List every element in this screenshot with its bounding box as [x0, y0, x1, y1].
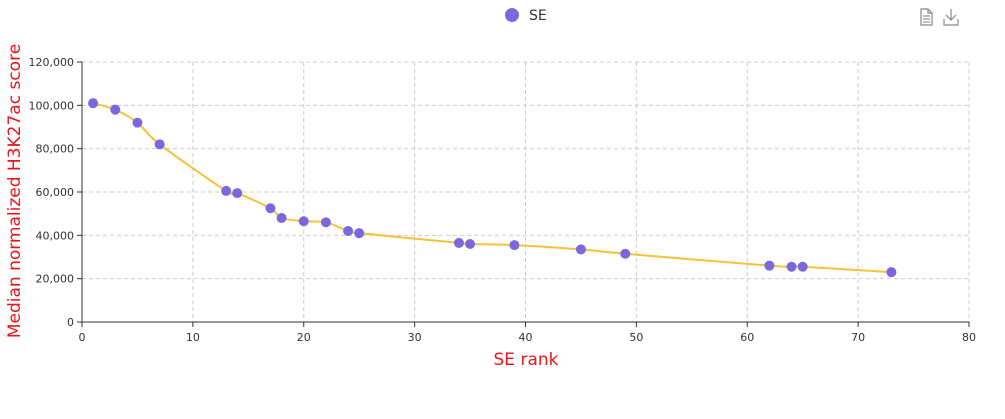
data-point[interactable]: [509, 240, 520, 251]
download-icon[interactable]: [943, 9, 959, 26]
data-point[interactable]: [110, 104, 121, 115]
x-tick-label: 70: [851, 331, 865, 344]
x-tick-label: 10: [186, 331, 200, 344]
data-point[interactable]: [154, 139, 165, 150]
x-tick-label: 60: [740, 331, 754, 344]
fit-line-path: [92, 102, 892, 274]
data-point[interactable]: [465, 239, 476, 249]
data-point[interactable]: [786, 261, 797, 272]
data-point[interactable]: [620, 248, 631, 259]
y-tick-label: 100,000: [29, 99, 75, 112]
data-points: [88, 98, 897, 278]
x-tick-labels: 0 10 20 30 40 50 60 70 80: [79, 331, 977, 344]
data-point[interactable]: [132, 117, 143, 128]
legend-marker[interactable]: [505, 8, 519, 22]
data-point[interactable]: [265, 203, 276, 214]
legend[interactable]: SE: [505, 8, 547, 24]
data-point[interactable]: [575, 244, 586, 255]
data-point[interactable]: [764, 260, 775, 271]
data-point[interactable]: [88, 98, 99, 109]
x-tick-label: 20: [297, 331, 311, 344]
data-point[interactable]: [453, 237, 464, 248]
x-tick-label: 30: [408, 331, 422, 344]
data-point[interactable]: [797, 261, 808, 272]
y-tick-label: 40,000: [36, 229, 75, 242]
data-point[interactable]: [886, 267, 897, 278]
document-icon[interactable]: [920, 8, 933, 26]
y-tick-label: 0: [67, 316, 74, 329]
y-tick-label: 20,000: [36, 273, 75, 286]
y-axis-title: Median normalized H3K27ac score: [5, 44, 25, 338]
data-point[interactable]: [298, 216, 309, 227]
x-tick-label: 0: [79, 331, 86, 344]
data-point[interactable]: [276, 213, 287, 223]
fit-line: [92, 102, 892, 274]
data-point[interactable]: [221, 185, 232, 196]
y-tick-label: 80,000: [36, 143, 75, 156]
legend-label[interactable]: SE: [529, 8, 547, 24]
x-tick-label: 50: [629, 331, 643, 344]
y-tick-label: 120,000: [29, 56, 75, 69]
grid: [82, 61, 970, 322]
data-point[interactable]: [354, 228, 365, 239]
data-point[interactable]: [320, 217, 331, 228]
axes: [77, 61, 970, 327]
data-point[interactable]: [343, 226, 354, 236]
x-tick-label: 40: [519, 331, 533, 344]
x-axis-title: SE rank: [494, 350, 559, 370]
y-tick-labels: 0 20,000 40,000 60,000 80,000 100,000 120,000: [29, 56, 75, 329]
toolbox: [920, 8, 959, 26]
y-tick-label: 60,000: [36, 186, 75, 199]
x-tick-label: 80: [962, 331, 976, 344]
data-point[interactable]: [232, 188, 243, 199]
